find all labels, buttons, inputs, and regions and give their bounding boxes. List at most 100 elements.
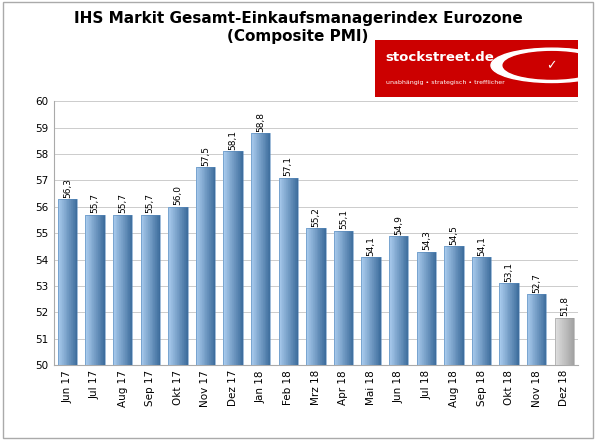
Bar — [233, 151, 234, 365]
Bar — [290, 178, 291, 365]
Bar — [264, 133, 265, 365]
Bar — [537, 294, 538, 365]
Bar — [141, 215, 160, 365]
Bar — [403, 236, 404, 365]
Bar — [374, 257, 375, 365]
Bar — [86, 215, 88, 365]
Bar — [60, 199, 61, 365]
Bar — [229, 151, 230, 365]
Bar — [377, 257, 378, 365]
Bar — [323, 228, 324, 365]
Bar — [284, 178, 285, 365]
Bar — [224, 151, 243, 365]
Bar — [378, 257, 379, 365]
Bar — [564, 318, 565, 365]
Bar — [209, 167, 210, 365]
Bar — [533, 294, 534, 365]
Bar — [510, 283, 511, 365]
Bar — [226, 151, 227, 365]
Bar — [168, 207, 188, 365]
Bar — [280, 178, 281, 365]
Bar — [97, 215, 98, 365]
Bar — [73, 199, 74, 365]
Text: 53,1: 53,1 — [505, 262, 514, 282]
Bar — [339, 231, 340, 365]
Bar — [569, 318, 570, 365]
Bar — [74, 199, 75, 365]
Bar — [534, 294, 535, 365]
Bar — [288, 178, 289, 365]
Bar — [182, 207, 183, 365]
Bar — [234, 151, 235, 365]
Bar — [472, 257, 473, 365]
Text: 57,5: 57,5 — [201, 146, 210, 166]
Bar — [504, 283, 505, 365]
Bar — [544, 294, 545, 365]
Bar — [431, 252, 432, 365]
Bar — [556, 318, 557, 365]
Bar — [152, 215, 153, 365]
Bar — [419, 252, 420, 365]
Bar — [511, 283, 512, 365]
Bar — [294, 178, 296, 365]
Text: 58,8: 58,8 — [256, 112, 265, 132]
Bar — [230, 151, 231, 365]
Bar — [253, 133, 254, 365]
Bar — [365, 257, 366, 365]
Bar — [461, 246, 462, 365]
Bar — [513, 283, 514, 365]
Bar — [65, 199, 66, 365]
Bar — [479, 257, 480, 365]
Bar — [507, 283, 508, 365]
Bar — [422, 252, 423, 365]
Bar — [205, 167, 206, 365]
Bar — [370, 257, 371, 365]
Bar — [420, 252, 421, 365]
Bar — [349, 231, 350, 365]
Bar — [292, 178, 293, 365]
Bar — [455, 246, 456, 365]
Bar — [363, 257, 364, 365]
Bar — [70, 199, 71, 365]
Bar — [200, 167, 201, 365]
Bar — [481, 257, 482, 365]
Bar — [257, 133, 258, 365]
Bar — [251, 133, 252, 365]
Bar — [347, 231, 348, 365]
Bar — [417, 252, 436, 365]
Bar — [206, 167, 207, 365]
Bar — [424, 252, 425, 365]
Bar — [434, 252, 435, 365]
Bar — [88, 215, 89, 365]
Bar — [391, 236, 392, 365]
Bar — [340, 231, 341, 365]
Bar — [389, 236, 408, 365]
Bar — [308, 228, 309, 365]
Bar — [122, 215, 123, 365]
Bar — [536, 294, 537, 365]
Bar — [267, 133, 268, 365]
Bar — [543, 294, 544, 365]
Bar — [313, 228, 314, 365]
Bar — [159, 215, 160, 365]
Bar — [187, 207, 188, 365]
Bar — [418, 252, 419, 365]
Bar — [130, 215, 131, 365]
Bar — [338, 231, 339, 365]
Bar — [444, 246, 445, 365]
Text: 55,7: 55,7 — [91, 194, 100, 213]
Bar — [113, 215, 132, 365]
Bar — [407, 236, 408, 365]
Bar — [477, 257, 478, 365]
Bar — [289, 178, 290, 365]
Bar — [293, 178, 294, 365]
Bar — [396, 236, 397, 365]
Bar — [563, 318, 564, 365]
Bar — [346, 231, 347, 365]
Bar — [124, 215, 125, 365]
Bar — [147, 215, 148, 365]
Bar — [482, 257, 483, 365]
Bar — [379, 257, 380, 365]
Bar — [394, 236, 395, 365]
Bar — [561, 318, 562, 365]
